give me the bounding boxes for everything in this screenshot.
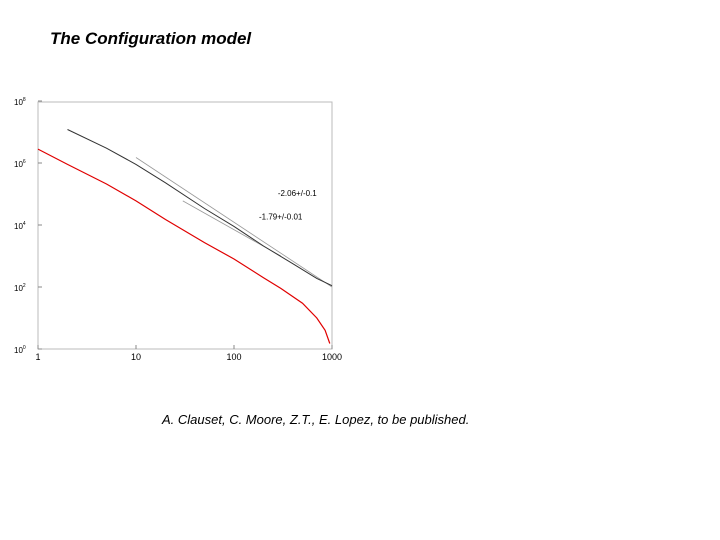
y-tick-label: 102 [14,283,26,293]
x-tick-label: 1 [35,352,40,362]
y-tick-exponent: 0 [23,345,26,351]
chart-svg: 1 10 100 1000 100 102 104 106 108 -2.06+/-0.1 -1.… [14,97,342,362]
x-tick-label: 1000 [322,352,342,362]
x-tick-label: 10 [131,352,141,362]
y-tick-exponent: 8 [23,97,26,103]
slope-annotation-1: -1.79+/-0.01 [259,213,303,222]
slope-annotation-0: -2.06+/-0.1 [278,189,317,198]
y-tick-label: 100 [14,345,26,355]
y-tick-label: 108 [14,97,26,107]
y-tick-exponent: 2 [23,283,26,289]
x-tick-label: 100 [226,352,241,362]
y-tick-exponent: 4 [23,221,26,227]
series-lines [37,129,333,344]
y-tick-label: 106 [14,159,26,169]
citation: A. Clauset, C. Moore, Z.T., E. Lopez, to… [162,412,470,427]
y-tick-exponent: 6 [23,159,26,165]
slide-title: The Configuration model [50,29,252,48]
plot-frame [37,101,333,350]
tick-group: 1 10 100 1000 100 102 104 106 108 [14,97,342,362]
annotation-group: -2.06+/-0.1 -1.79+/-0.01 [259,189,317,221]
fit-lines [135,157,333,288]
degree-distribution-chart: 1 10 100 1000 100 102 104 106 108 -2.06+/-0.1 -1.… [0,80,360,370]
series-line-0 [67,129,333,287]
plot-border [37,101,333,350]
fit-line-0 [135,157,333,288]
series-line-1 [37,148,331,344]
y-tick-label: 104 [14,221,26,231]
